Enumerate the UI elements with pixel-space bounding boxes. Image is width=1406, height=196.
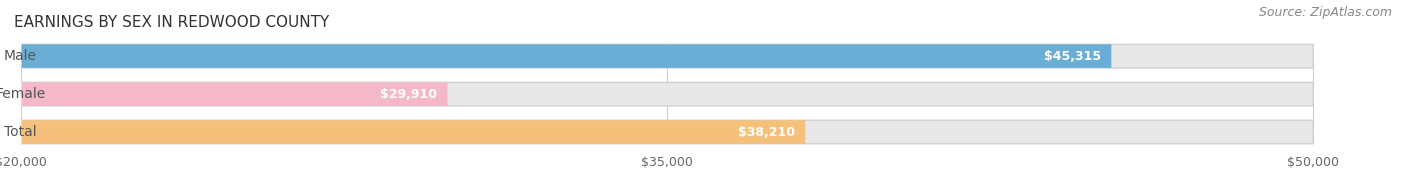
Text: Male: Male — [4, 49, 37, 63]
FancyBboxPatch shape — [21, 44, 1313, 68]
Text: Female: Female — [0, 87, 45, 101]
Text: $29,910: $29,910 — [380, 88, 437, 101]
FancyBboxPatch shape — [21, 44, 1111, 68]
FancyBboxPatch shape — [21, 120, 1313, 144]
FancyBboxPatch shape — [21, 82, 447, 106]
FancyBboxPatch shape — [21, 120, 806, 144]
Text: $45,315: $45,315 — [1043, 50, 1101, 63]
Text: $38,210: $38,210 — [738, 125, 794, 139]
Text: Source: ZipAtlas.com: Source: ZipAtlas.com — [1258, 6, 1392, 19]
FancyBboxPatch shape — [21, 82, 1313, 106]
Text: EARNINGS BY SEX IN REDWOOD COUNTY: EARNINGS BY SEX IN REDWOOD COUNTY — [14, 15, 329, 30]
Text: Total: Total — [4, 125, 37, 139]
